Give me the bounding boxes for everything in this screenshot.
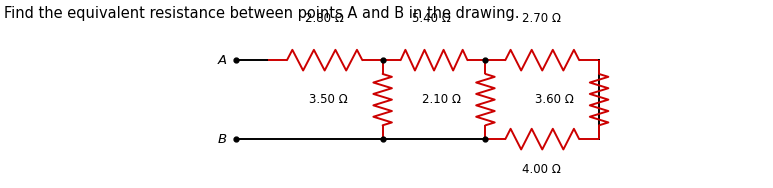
Text: 2.10 Ω: 2.10 Ω <box>422 93 461 106</box>
Text: 5.40 Ω: 5.40 Ω <box>412 12 451 25</box>
Text: Find the equivalent resistance between points A and B in the drawing.: Find the equivalent resistance between p… <box>4 6 519 21</box>
Text: 2.70 Ω: 2.70 Ω <box>522 12 560 25</box>
Text: 3.50 Ω: 3.50 Ω <box>309 93 348 106</box>
Text: A: A <box>217 54 226 67</box>
Text: 3.60 Ω: 3.60 Ω <box>535 93 574 106</box>
Text: B: B <box>217 133 226 146</box>
Text: 2.80 Ω: 2.80 Ω <box>305 12 344 25</box>
Text: 4.00 Ω: 4.00 Ω <box>522 163 560 176</box>
